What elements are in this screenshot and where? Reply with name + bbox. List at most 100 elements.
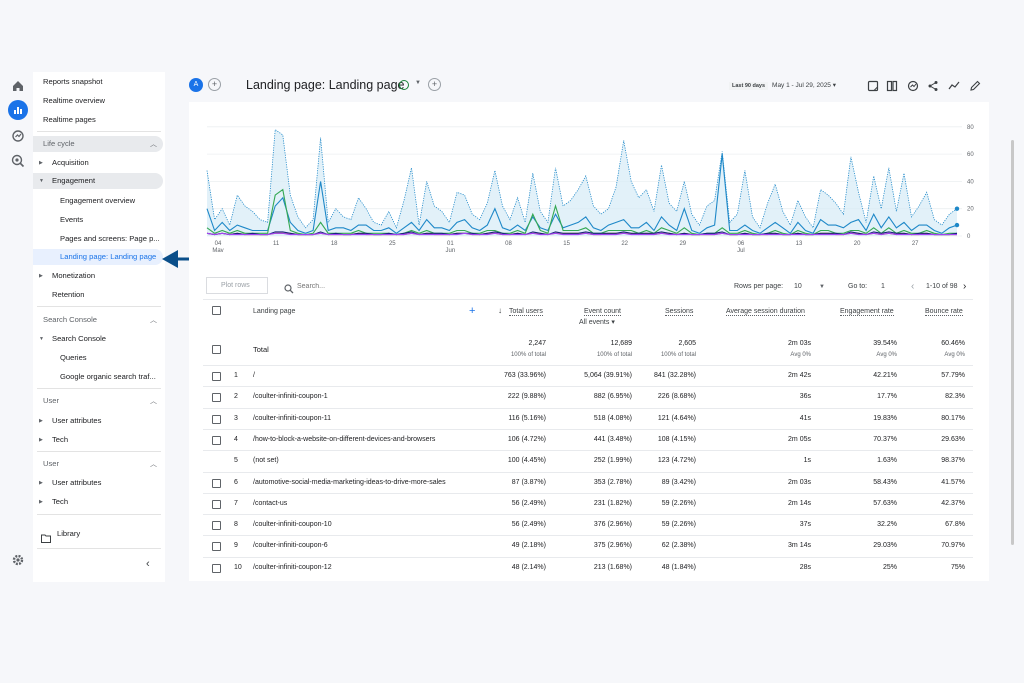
collapse-sidebar-icon[interactable]: ‹ — [146, 558, 150, 570]
column-header-sessions[interactable]: Sessions — [665, 308, 694, 316]
sidebar-item-retention[interactable]: Retention — [52, 290, 85, 299]
landing-page-cell[interactable]: / — [253, 372, 255, 379]
add-filter-button[interactable]: + — [428, 78, 441, 91]
sidebar-item-user-attributes-2[interactable]: User attributes — [52, 478, 102, 487]
section-lifecycle[interactable]: Life cycle — [33, 136, 163, 152]
event-filter-label: All events — [579, 319, 610, 326]
goto-input[interactable]: 1 — [881, 283, 885, 290]
share-icon[interactable] — [927, 79, 939, 91]
edit-icon[interactable] — [969, 79, 981, 91]
column-header-bounce-rate[interactable]: Bounce rate — [925, 308, 963, 316]
column-header-event-count[interactable]: Event count — [584, 308, 621, 316]
column-header-total-users[interactable]: Total users — [509, 308, 543, 316]
chevron-up-icon[interactable]: ︿ — [150, 317, 157, 324]
event-filter-select[interactable]: All events ▾ — [579, 318, 615, 326]
sidebar-item-library[interactable]: Library — [57, 529, 81, 538]
select-all-checkbox[interactable] — [212, 306, 221, 315]
column-header-engagement-rate[interactable]: Engagement rate — [840, 308, 894, 316]
sidebar-item-search-console[interactable]: Search Console — [52, 334, 107, 343]
landing-page-cell[interactable]: /how-to-block-a-website-on-different-dev… — [253, 435, 436, 443]
add-dimension-icon[interactable]: + — [469, 305, 476, 317]
sidebar-item-realtime-overview[interactable]: Realtime overview — [43, 96, 106, 105]
sidebar-item-events[interactable]: Events — [60, 215, 84, 224]
advertising-icon[interactable] — [10, 153, 26, 169]
section-label: Life cycle — [43, 139, 75, 148]
sidebar-item-monetization[interactable]: Monetization — [52, 271, 96, 280]
metric-cell-dur: 1s — [803, 457, 811, 465]
sidebar-item-tech[interactable]: Tech — [52, 435, 69, 444]
table-row[interactable]: 1 / 763 (33.96%) 5,064 (39.91%) 841 (32.28%)… — [203, 365, 973, 386]
insights-icon[interactable] — [907, 79, 919, 92]
landing-page-cell[interactable]: /coulter-infiniti-coupon-11 — [253, 414, 332, 422]
landing-page-cell[interactable]: /contact-us — [253, 499, 288, 507]
totals-checkbox[interactable] — [212, 345, 221, 354]
sidebar-item-user-attributes[interactable]: User attributes — [52, 416, 102, 425]
table-row[interactable]: 4/how-to-block-a-website-on-different-de… — [203, 428, 973, 450]
compare-icon[interactable] — [886, 79, 898, 92]
row-checkbox[interactable] — [212, 393, 221, 403]
chevron-up-icon[interactable]: ︿ — [150, 398, 157, 405]
avatar[interactable]: A — [189, 78, 203, 92]
landing-page-cell[interactable]: /coulter-infiniti-coupon-1 — [253, 393, 328, 401]
customize-report-icon[interactable] — [867, 79, 879, 92]
row-checkbox[interactable] — [212, 372, 221, 381]
explore-icon[interactable] — [10, 128, 26, 144]
sidebar-item-tech-2[interactable]: Tech — [52, 497, 69, 506]
trend-icon[interactable] — [948, 79, 960, 91]
row-checkbox[interactable] — [212, 499, 221, 509]
landing-page-cell[interactable]: /coulter-infiniti-coupon-6 — [253, 542, 328, 550]
sidebar-item-acquisition[interactable]: Acquisition — [52, 158, 89, 167]
chevron-up-icon[interactable]: ︿ — [150, 461, 157, 468]
landing-page-cell[interactable]: (not set) — [253, 457, 279, 465]
prev-page-icon[interactable]: ‹ — [911, 281, 915, 292]
metric-cell-dur: 2m 42s — [788, 372, 811, 379]
total-bounce-sub: Avg 0% — [944, 352, 965, 358]
row-checkbox[interactable] — [212, 521, 221, 531]
nav-rail — [0, 72, 33, 592]
landing-page-cell[interactable]: /coulter-infiniti-coupon-10 — [253, 521, 332, 529]
table-row[interactable]: 10/coulter-infiniti-coupon-12 48 (2.14%) 2… — [203, 556, 973, 578]
plot-rows-button[interactable]: Plot rows — [206, 277, 268, 294]
row-checkbox[interactable] — [212, 435, 221, 445]
sidebar-item-engagement[interactable]: Engagement — [33, 173, 163, 189]
date-range-picker[interactable]: Last 90 days May 1 - Jul 29, 2025 ▾ — [729, 81, 836, 90]
table-row[interactable]: 7/contact-us 56 (2.49%) 231 (1.82%) 59 (2.2… — [203, 492, 973, 514]
home-icon[interactable] — [10, 78, 26, 94]
row-checkbox[interactable] — [212, 542, 221, 552]
table-row[interactable]: 3/coulter-infiniti-coupon-11 116 (5.16%) 5… — [203, 407, 973, 429]
sidebar-item-landing-page[interactable]: Landing page: Landing page — [33, 249, 163, 265]
x-tick-label: 25 — [389, 241, 396, 247]
sidebar-item-pages-and-screens[interactable]: Pages and screens: Page p... — [60, 234, 160, 243]
sidebar-item-queries[interactable]: Queries — [60, 353, 87, 362]
row-checkbox[interactable] — [212, 414, 221, 424]
chevron-up-icon[interactable]: ︿ — [150, 141, 157, 148]
table-row[interactable]: 8/coulter-infiniti-coupon-10 56 (2.49%) 37… — [203, 514, 973, 535]
column-header-landing-page[interactable]: Landing page — [253, 308, 296, 315]
sidebar-item-realtime-pages[interactable]: Realtime pages — [43, 115, 96, 124]
settings-icon[interactable] — [10, 552, 26, 568]
reports-icon[interactable] — [8, 100, 28, 120]
sidebar-item-engagement-overview[interactable]: Engagement overview — [60, 196, 136, 205]
row-checkbox[interactable] — [212, 563, 221, 573]
sidebar-item-reports-snapshot[interactable]: Reports snapshot — [43, 77, 103, 86]
metric-cell-eng: 17.7% — [877, 393, 897, 401]
sidebar-item-google-organic[interactable]: Google organic search traf... — [60, 372, 156, 381]
landing-page-cell[interactable]: /automotive-social-media-marketing-ideas… — [253, 478, 446, 486]
next-page-icon[interactable]: › — [963, 281, 967, 292]
row-checkbox[interactable] — [212, 478, 221, 488]
dropdown-caret-icon[interactable]: ▼ — [415, 80, 421, 86]
metric-cell-dur: 28s — [799, 563, 811, 571]
rows-per-page-select[interactable]: 10 — [794, 283, 802, 290]
table-row[interactable]: 5 (not set) 100 (4.45%) 252 (1.99%) 123 (4.7… — [203, 450, 973, 471]
table-row[interactable]: 2/coulter-infiniti-coupon-1 222 (9.88%) 88… — [203, 386, 973, 407]
table-row[interactable]: 6/automotive-social-media-marketing-idea… — [203, 471, 973, 493]
table-row[interactable]: 9/coulter-infiniti-coupon-6 49 (2.18%) 375… — [203, 535, 973, 556]
page-scrollbar[interactable] — [1011, 140, 1014, 545]
dropdown-caret-icon[interactable]: ▼ — [819, 284, 825, 290]
metric-cell-events: 252 (1.99%) — [593, 457, 632, 465]
column-header-avg-session-duration[interactable]: Average session duration — [726, 308, 805, 316]
add-comparison-button[interactable]: + — [208, 78, 221, 91]
search-input[interactable] — [297, 279, 497, 293]
sort-arrow-icon: ↓ — [498, 306, 502, 315]
landing-page-cell[interactable]: /coulter-infiniti-coupon-12 — [253, 563, 332, 571]
